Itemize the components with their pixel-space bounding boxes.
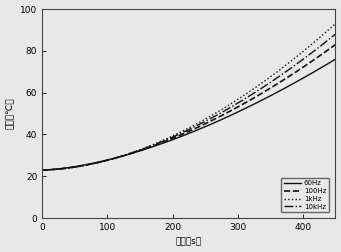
Legend: 60Hz, 100Hz, 1kHz, 10kHz: 60Hz, 100Hz, 1kHz, 10kHz [281, 178, 329, 212]
Y-axis label: 温度（℃）: 温度（℃） [5, 98, 15, 129]
X-axis label: 時間（s）: 時間（s） [176, 237, 202, 246]
